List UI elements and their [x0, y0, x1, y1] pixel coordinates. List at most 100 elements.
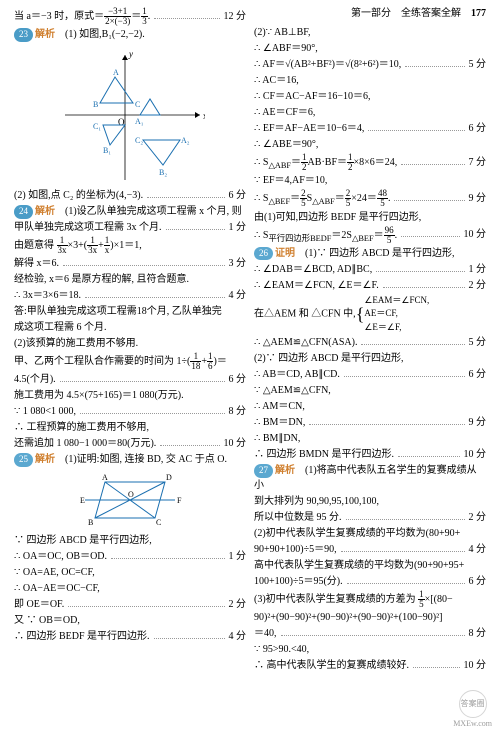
t: ＝40,: [254, 626, 277, 641]
t: 2 分: [469, 278, 487, 293]
t: 证明: [275, 248, 295, 259]
qnum-26: 26: [254, 247, 273, 261]
svg-text:B: B: [88, 518, 93, 527]
t: 解得 x＝6.: [14, 256, 59, 271]
t: 解析: [35, 206, 55, 217]
t: ∵ OA=AE, OC=CF,: [14, 565, 246, 580]
t: 6 分: [229, 372, 247, 387]
t: ∴ BM∥DN,: [254, 431, 486, 446]
t: 甲队单独完成这项工程需 3x 个月.: [14, 220, 162, 235]
qnum-25: 25: [14, 453, 33, 467]
t: ∴ AC＝16,: [254, 73, 486, 88]
t: ∵ 四边形 ABCD 是平行四边形,: [14, 533, 246, 548]
t: AE＝CF,: [364, 308, 398, 318]
t: 4 分: [229, 629, 247, 644]
t: ∴ S: [254, 157, 268, 168]
svg-text:E: E: [80, 496, 85, 505]
t: ∴ BM＝DN,: [254, 415, 305, 430]
t: △ABF: [312, 197, 335, 206]
t: (2)∵ 四边形 ABCD 是平行四边形,: [254, 351, 486, 366]
t: 3: [141, 17, 148, 26]
svg-text:D: D: [166, 473, 172, 482]
t: ∴ EF＝AF−AE＝10−6＝4,: [254, 121, 364, 136]
t: 即 OE＝OF.: [14, 597, 64, 612]
t: (2) 如图,点 C₂ 的坐标为(4,−3).: [14, 188, 143, 203]
t: (2)该预算的施工费用不够用.: [14, 336, 246, 351]
svg-text:B: B: [93, 100, 98, 109]
t: 100+100)÷5＝95(分).: [254, 574, 343, 589]
t: 8 分: [469, 626, 487, 641]
t: (1)∵ 四边形 ABCD 是平行四边形,: [305, 248, 454, 259]
svg-text:O: O: [128, 490, 134, 499]
t: 5 分: [469, 57, 487, 72]
t: 4.5(个月).: [14, 372, 56, 387]
svg-text:C: C: [156, 518, 161, 527]
t: ∴ 工程预算的施工费用不够用,: [14, 420, 246, 435]
t: 10 分: [464, 658, 487, 673]
svg-text:C₂: C₂: [135, 136, 143, 145]
t: ∴ OA＝OC, OB＝OD.: [14, 549, 107, 564]
t: 8 分: [229, 404, 247, 419]
t: 答:甲队单独完成这项工程需18个月, 乙队单独完: [14, 304, 246, 319]
t: ∴ 3x＝3×6＝18.: [14, 288, 81, 303]
t: 高中代表队学生复赛成绩的平均数为(90+90+95+: [254, 558, 486, 573]
t: 10 分: [464, 227, 487, 242]
t: 4 分: [469, 542, 487, 557]
svg-text:B₂: B₂: [159, 168, 167, 177]
t: 解析: [275, 465, 295, 476]
t: AB·BF＝: [308, 157, 347, 168]
t: ∴ S: [254, 193, 268, 204]
svg-text:F: F: [177, 496, 182, 505]
t: 当 a＝−3 时，原式＝: [14, 11, 104, 22]
t: △BEF: [268, 197, 290, 206]
t: ×[(80−: [425, 594, 453, 605]
t: 由(1)可知,四边形 BEDF 是平行四边形,: [254, 210, 486, 225]
t: ∠E＝∠F,: [364, 322, 401, 332]
t: ∴ AE＝CF＝6,: [254, 105, 486, 120]
t: ＝: [290, 193, 300, 204]
t: 6 分: [229, 188, 247, 203]
t: ∴ ∠DAB＝∠BCD, AD∥BC,: [254, 262, 372, 277]
qnum-24: 24: [14, 205, 33, 219]
t: 2 分: [469, 510, 487, 525]
t: ∵ EF＝4,AF＝10,: [254, 173, 486, 188]
t: ∴ 四边形 BEDF 是平行四边形.: [14, 629, 150, 644]
t: 2×(−3): [104, 17, 131, 26]
t: 甲、乙两个工程队合作需要的时间为 1÷: [14, 356, 187, 367]
t: ∴ S: [254, 229, 268, 240]
page-header: 第一部分 全练答案全解 177: [254, 6, 486, 21]
t: ×24＝: [351, 193, 377, 204]
t: 9 分: [469, 191, 487, 206]
t: 又 ∵ OB＝OD,: [14, 613, 246, 628]
t: 答案圈: [459, 690, 487, 718]
t: ＝: [335, 193, 345, 204]
t: ×3+: [68, 240, 84, 251]
t: △ABF: [268, 161, 291, 170]
t: 到大排列为 90,90,95,100,100,: [254, 494, 486, 509]
t: (1) 如图,B₁(−2,−2).: [65, 29, 145, 40]
t: 2 分: [229, 597, 247, 612]
t: ∴ AB＝CD, AB∥CD.: [254, 367, 340, 382]
t: ∴ 高中代表队学生的复赛成绩较好.: [254, 658, 409, 673]
svg-text:C₁: C₁: [93, 122, 101, 131]
parallelogram-chart: A D B C E F O: [70, 470, 190, 530]
t: 还需追加 1 080−1 000＝80(万元).: [14, 436, 156, 451]
t: (2)∵ AB⊥BF,: [254, 25, 486, 40]
t: 经检验, x＝6 是原方程的解, 且符合题意.: [14, 272, 246, 287]
t: 成这项工程需 6 个月.: [14, 320, 246, 335]
t: 在△AEM 和 △CFN 中,: [254, 308, 356, 319]
t: MXEw.com: [453, 718, 492, 730]
t: 7 分: [469, 155, 487, 170]
t: (1)证明:如图, 连接 BD, 交 AC 于点 O.: [65, 454, 227, 465]
t: 解析: [35, 454, 55, 465]
t: 90+90+100)÷5＝90,: [254, 542, 337, 557]
t: 所以中位数是 95 分.: [254, 510, 342, 525]
svg-text:A: A: [102, 473, 108, 482]
t: ∴ AM＝CN,: [254, 399, 486, 414]
t: 施工费用为 4.5×(75+165)＝1 080(万元).: [14, 388, 246, 403]
t: ∴ 四边形 BMDN 是平行四边形.: [254, 447, 394, 462]
svg-text:y: y: [128, 49, 133, 59]
t: ∵ 1 080<1 000,: [14, 404, 76, 419]
t: 90)²+(90−90)²+(90−90)²+(90−90)²+(100−90)…: [254, 610, 486, 625]
svg-text:B₁: B₁: [103, 146, 111, 155]
